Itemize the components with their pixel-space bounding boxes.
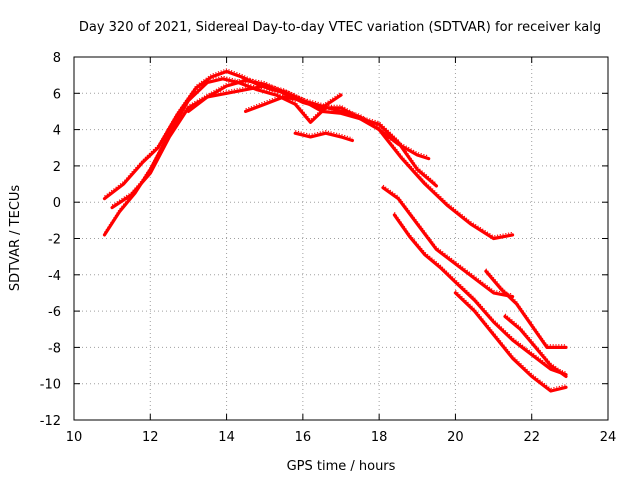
series-markers-track-8	[393, 212, 567, 373]
series-markers-track-1	[103, 75, 429, 233]
series-track-6	[244, 95, 305, 114]
data-series	[102, 68, 568, 393]
y-tick-label: -4	[48, 269, 61, 284]
series-markers-track-11	[504, 313, 567, 375]
y-tick-label: 6	[53, 87, 61, 102]
x-tick-label: 16	[295, 430, 312, 445]
y-tick-label: -12	[40, 414, 61, 429]
series-markers-track-4	[188, 77, 342, 110]
y-tick-labels: 8 6 4 2 0 -2 -4 -6 -8 -10 -12	[40, 51, 61, 429]
x-tick-labels: 10 12 14 16 18 20 22 24	[66, 430, 617, 445]
series-markers-track-5	[295, 130, 353, 139]
y-tick-label: 0	[53, 196, 61, 211]
x-tick-label: 24	[600, 430, 617, 445]
x-tick-label: 14	[218, 430, 235, 445]
plot-frame	[73, 56, 609, 421]
series-markers-track-6	[245, 93, 304, 110]
series-track-11	[503, 314, 568, 378]
grid-lines	[74, 57, 608, 420]
series-markers-track-10	[485, 268, 566, 346]
series-markers-track-3	[111, 82, 437, 206]
series-markers-track-2	[104, 68, 513, 237]
x-tick-label: 18	[371, 430, 388, 445]
series-markers-track-9	[454, 289, 567, 390]
y-tick-label: -6	[48, 305, 61, 320]
y-tick-label: 8	[53, 51, 61, 66]
y-tick-label: -8	[48, 341, 61, 356]
chart-title: Day 320 of 2021, Sidereal Day-to-day VTE…	[79, 20, 601, 35]
y-axis-label: SDTVAR / TECUs	[8, 185, 23, 292]
x-tick-label: 20	[447, 430, 464, 445]
series-track-8	[392, 213, 568, 377]
series-track-10	[484, 269, 568, 349]
x-axis-label: GPS time / hours	[287, 459, 396, 474]
series-track-2	[102, 69, 515, 241]
series-track-7	[381, 186, 515, 299]
series-track-9	[453, 291, 568, 393]
series-track-5	[293, 131, 354, 143]
y-tick-label: -2	[48, 233, 61, 248]
y-tick-label: 4	[53, 124, 61, 139]
x-tick-label: 22	[523, 430, 540, 445]
y-tick-label: 2	[53, 160, 61, 175]
x-tick-label: 10	[66, 430, 83, 445]
x-tick-label: 12	[142, 430, 159, 445]
y-tick-label: -10	[40, 378, 61, 393]
series-track-4	[186, 78, 343, 114]
